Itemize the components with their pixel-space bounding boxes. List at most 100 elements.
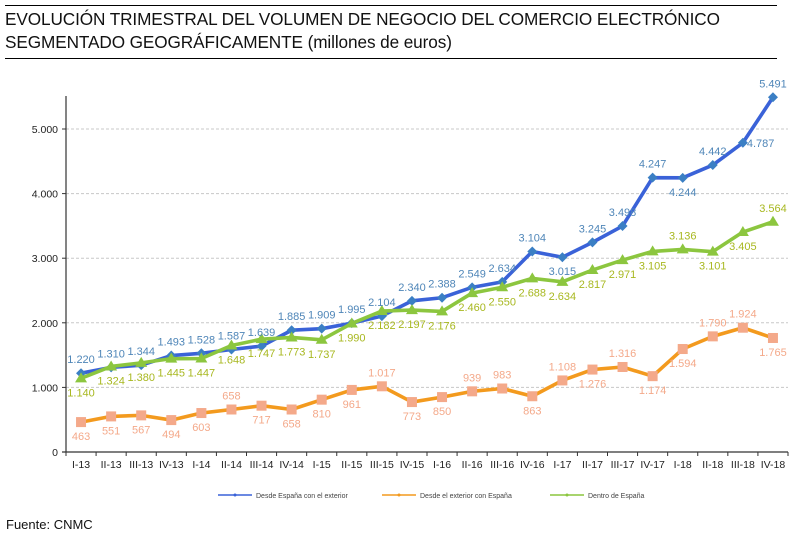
legend-marker — [397, 493, 401, 497]
data-point-square — [587, 364, 598, 375]
data-label: 4.247 — [639, 159, 667, 171]
data-point-triangle — [646, 245, 659, 256]
data-point-triangle — [255, 333, 268, 344]
x-tick-label: IV-13 — [159, 459, 184, 471]
y-tick-label: 3.000 — [32, 253, 58, 265]
data-label: 3.245 — [579, 223, 607, 235]
data-label: 3.104 — [519, 232, 547, 244]
data-label: 1.909 — [308, 310, 336, 322]
data-label: 2.340 — [398, 282, 426, 294]
data-label: 1.594 — [669, 358, 697, 370]
data-label: 1.108 — [549, 361, 577, 373]
data-label: 658 — [222, 390, 240, 402]
gridlines — [66, 128, 788, 388]
data-label: 2.549 — [458, 268, 486, 280]
data-label: 1.765 — [759, 347, 787, 359]
data-point-square — [707, 331, 718, 342]
data-label: 3.101 — [699, 261, 727, 273]
x-tick-label: I-18 — [674, 459, 692, 471]
data-point-diamond — [677, 172, 688, 183]
data-label: 1.344 — [127, 346, 155, 358]
data-label: 2.197 — [398, 319, 426, 331]
data-point-square — [557, 375, 568, 386]
data-point-triangle — [556, 275, 569, 286]
data-label: 850 — [433, 406, 451, 418]
source-note: Fuente: CNMC — [6, 517, 93, 532]
data-point-diamond — [406, 295, 417, 306]
title-line-2-main: SEGMENTADO GEOGRÁFICAMENTE — [5, 32, 303, 52]
x-tick-label: IV-15 — [400, 459, 425, 471]
legend-marker — [565, 493, 569, 497]
y-tick-label: 2.000 — [32, 318, 58, 330]
legend-item-0: Desde España con el exterior — [218, 493, 348, 500]
data-point-triangle — [135, 356, 148, 367]
data-label: 1.885 — [278, 311, 306, 323]
x-tick-label: III-17 — [611, 459, 635, 471]
legend-marker — [233, 493, 237, 497]
title-line-1: EVOLUCIÓN TRIMESTRAL DEL VOLUMEN DE NEGO… — [5, 9, 720, 29]
series-line — [79, 325, 775, 424]
data-label: 2.688 — [519, 287, 547, 299]
data-label: 961 — [343, 399, 361, 411]
data-label: 2.104 — [368, 297, 396, 309]
data-point-square — [737, 322, 748, 333]
data-label: 863 — [523, 405, 541, 417]
legend-label: Desde España con el exterior — [256, 493, 348, 500]
x-tick-label: III-16 — [490, 459, 514, 471]
data-label: 939 — [463, 372, 481, 384]
data-label: 2.634 — [488, 263, 516, 275]
x-tick-label: II-17 — [582, 459, 603, 471]
data-point-triangle — [105, 360, 118, 371]
data-label: 3.498 — [609, 207, 637, 219]
data-label: 1.220 — [67, 354, 95, 366]
x-tick-label: III-15 — [370, 459, 394, 471]
data-label: 4.442 — [699, 146, 727, 158]
x-tick-label: IV-14 — [279, 459, 304, 471]
data-label: 1.324 — [97, 375, 125, 387]
x-tick-label: I-14 — [192, 459, 210, 471]
data-label: 810 — [313, 409, 331, 421]
data-point-square — [226, 404, 237, 415]
x-tick-label: I-15 — [313, 459, 331, 471]
data-label: 603 — [192, 422, 210, 434]
data-label: 1.990 — [338, 332, 366, 344]
data-label: 2.971 — [609, 269, 637, 281]
data-point-triangle — [195, 352, 208, 363]
data-point-square — [106, 411, 117, 422]
data-label: 2.176 — [428, 320, 456, 332]
legend-item-1: Desde el exterior con España — [382, 493, 512, 500]
x-tick-label: IV-17 — [640, 459, 665, 471]
x-tick-label: III-13 — [129, 459, 153, 471]
data-label: 983 — [493, 369, 511, 381]
data-point-triangle — [405, 304, 418, 315]
series-1 — [76, 322, 778, 428]
x-tick-label: IV-18 — [761, 459, 786, 471]
data-label: 4.244 — [669, 187, 697, 199]
title-unit: (millones de euros) — [302, 32, 452, 52]
x-tick-label: III-18 — [731, 459, 755, 471]
data-point-triangle — [616, 254, 629, 265]
data-label: 2.550 — [488, 296, 516, 308]
data-label: 3.136 — [669, 230, 697, 242]
series-group — [75, 92, 779, 428]
data-point-square — [767, 332, 778, 343]
x-tick-label: I-17 — [553, 459, 571, 471]
data-label: 1.445 — [158, 368, 186, 380]
data-point-triangle — [345, 317, 358, 328]
data-point-triangle — [315, 333, 328, 344]
data-label: 1.140 — [67, 387, 95, 399]
y-tick-label: 5.000 — [32, 124, 58, 136]
data-point-square — [286, 404, 297, 415]
data-point-diamond — [737, 137, 748, 148]
data-point-triangle — [586, 264, 599, 275]
data-point-diamond — [527, 246, 538, 257]
data-label: 3.405 — [729, 241, 757, 253]
data-point-diamond — [557, 252, 568, 263]
data-label: 2.817 — [579, 279, 607, 291]
data-point-diamond — [256, 341, 267, 352]
data-point-triangle — [165, 352, 178, 363]
data-label: 1.747 — [248, 348, 276, 360]
data-point-diamond — [587, 237, 598, 248]
